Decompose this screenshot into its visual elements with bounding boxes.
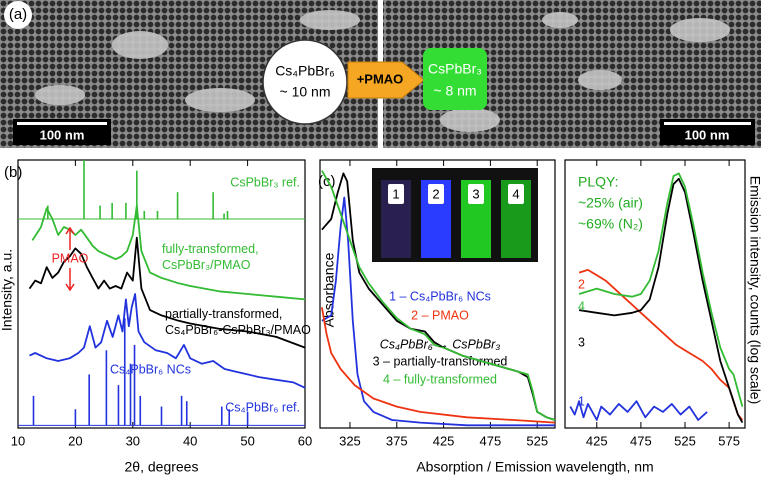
cuvette-inset: 1 2 3 4	[372, 168, 538, 262]
x-tick-label: 60	[298, 433, 312, 448]
cuvette-number: 3	[472, 186, 479, 201]
scale-bar	[17, 122, 107, 125]
tem-light-regions	[35, 10, 730, 132]
reagent-label: +PMAO	[357, 71, 404, 86]
series-label: fully-transformed, CsPbBr₃/PMAO	[162, 242, 262, 272]
after-text: CsPbBr₃	[428, 61, 482, 77]
series-line	[321, 196, 555, 427]
series-line	[321, 307, 556, 424]
cuvette-number: 4	[512, 186, 519, 201]
series-line	[569, 400, 708, 421]
x-tick-label: 525	[674, 433, 696, 448]
series-line	[578, 269, 744, 421]
panel-label: (b)	[4, 164, 22, 181]
x-axis-label: 2θ, degrees	[125, 459, 199, 475]
series-label: 2 – PMAO	[411, 308, 469, 322]
plot-frame	[564, 159, 746, 429]
annotation: ~25% (air)	[578, 195, 643, 211]
cuvette-number: 2	[432, 186, 439, 201]
panel-label: (a)	[9, 6, 27, 23]
x-tick-label: 40	[183, 433, 197, 448]
panel-label-bg	[4, 1, 32, 29]
reaction-arrow	[347, 61, 425, 99]
x-tick-label: 10	[11, 433, 25, 448]
plot-frame	[319, 159, 556, 429]
before-circle	[262, 39, 348, 125]
cuvette-number: 1	[392, 186, 399, 201]
x-tick-label: 325	[339, 433, 361, 448]
scale-bar-label: 100 nm	[685, 127, 730, 142]
x-tick-label: 475	[630, 433, 652, 448]
series-label: 3	[578, 335, 585, 349]
series-label: partially-transformed, Cs₄PbBr₆-CsPbBr₃/…	[165, 307, 311, 337]
series-label: 2	[578, 277, 585, 291]
series-label: Cs₄PbBr₆ ref.	[225, 400, 300, 414]
series-label: 3 – partially-transformed	[373, 354, 508, 368]
x-tick-label: 20	[68, 433, 82, 448]
x-tick-label: 50	[240, 433, 254, 448]
x-tick-label: 425	[586, 433, 608, 448]
series-label: 1	[578, 394, 585, 408]
x-tick-label: 525	[526, 433, 548, 448]
annotation: PLQY:	[578, 174, 618, 190]
series-label: CsPbBr₃ ref.	[230, 175, 300, 189]
y-axis-label: Emission intensity, counts (log scale)	[747, 176, 761, 405]
series-line	[31, 204, 306, 301]
annotation: ~69% (N₂)	[578, 216, 643, 232]
series-line	[578, 177, 744, 424]
before-text: Cs₄PbBr₆	[275, 63, 335, 79]
scale-bar	[664, 122, 751, 125]
series-label: 4	[578, 299, 585, 313]
x-tick-label: 30	[126, 433, 140, 448]
series-line	[321, 170, 556, 421]
cuvette-labels	[388, 184, 524, 204]
y-axis-label: Intensity, a.u.	[0, 249, 15, 331]
after-box	[423, 48, 487, 110]
x-tick-label: 575	[718, 433, 740, 448]
series-label: 1 – Cs₄PbBr₆ NCs	[389, 289, 491, 303]
after-size: ~ 8 nm	[433, 83, 476, 99]
tem-images: (a) Cs₄PbBr₆ ~ 10 nm +PMAO CsPbBr₃ ~ 8 n…	[0, 0, 761, 148]
series-label: Cs₄PbBr₆ NCs	[110, 362, 191, 376]
series-line	[578, 172, 744, 407]
scale-bar-label: 100 nm	[40, 127, 85, 142]
panel-label: (c)	[318, 173, 336, 190]
annotation: Cs₄PbBr₆ → CsPbBr₃	[380, 337, 501, 351]
x-tick-label: 425	[433, 433, 455, 448]
x-axis-label: Absorption / Emission wavelength, nm	[416, 459, 653, 475]
plot-frame	[17, 159, 306, 429]
series-line	[29, 293, 306, 389]
series-label: 4 – fully-transformed	[383, 372, 497, 386]
annotation-arrow	[65, 226, 75, 292]
before-size: ~ 10 nm	[280, 84, 331, 100]
x-tick-label: 375	[386, 433, 408, 448]
annotation: PMAO	[52, 251, 89, 265]
x-tick-label: 475	[480, 433, 502, 448]
series-line	[28, 236, 306, 349]
